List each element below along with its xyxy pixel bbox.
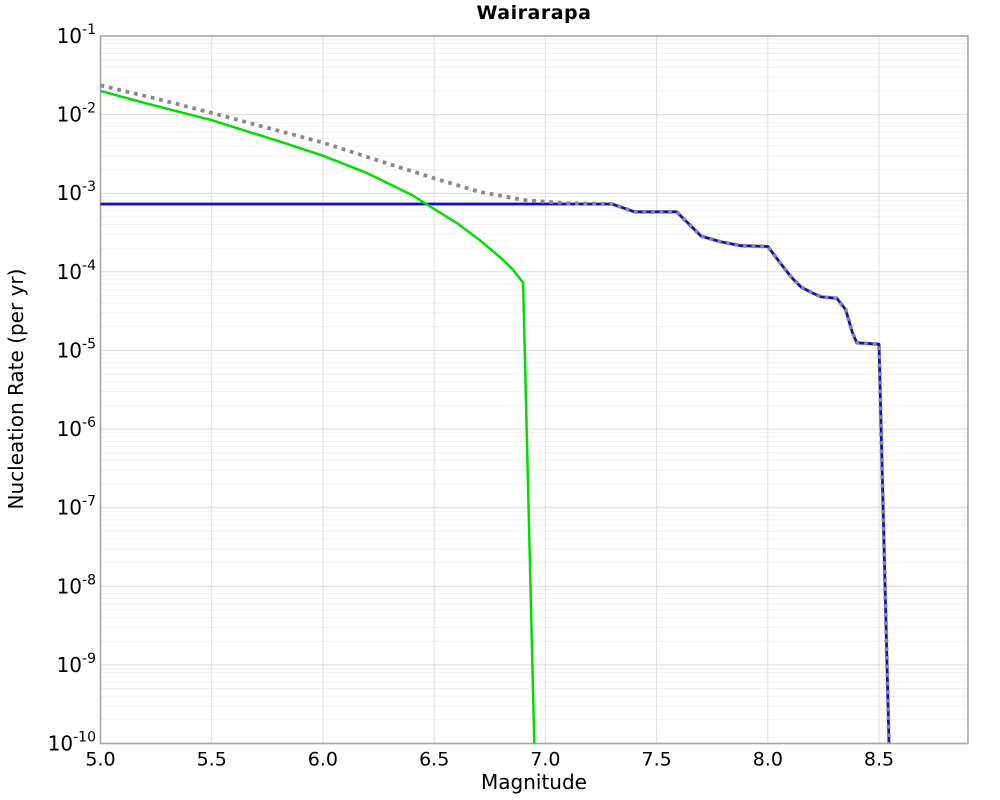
- x-tick-label: 6.5: [419, 749, 449, 771]
- y-tick-label: 10-3: [57, 179, 96, 205]
- y-tick-label: 10-6: [57, 415, 97, 441]
- y-tick-label: 10-9: [57, 651, 96, 677]
- y-tick-label: 10-5: [57, 336, 96, 362]
- y-tick-label: 10-1: [57, 22, 96, 48]
- x-tick-label: 6.0: [308, 749, 338, 771]
- x-tick-label: 5.0: [85, 749, 115, 771]
- y-tick-label: 10-2: [57, 101, 96, 127]
- x-tick-label: 7.5: [641, 749, 671, 771]
- gray-dotted-rate-curve: [100, 83, 891, 744]
- x-axis-title: Magnitude: [481, 770, 587, 794]
- y-tick-label: 10-7: [57, 494, 96, 520]
- x-tick-label: 5.5: [197, 749, 227, 771]
- chart-title: Wairarapa: [476, 2, 592, 24]
- x-tick-label: 8.0: [753, 749, 783, 771]
- x-tick-label: 7.0: [530, 749, 560, 771]
- y-tick-label: 10-8: [57, 572, 96, 598]
- blue-solid-rate-curve: [100, 202, 891, 744]
- y-axis-title: Nucleation Rate (per yr): [4, 268, 28, 510]
- x-tick-label: 8.5: [864, 749, 894, 771]
- y-tick-label: 10-4: [57, 258, 97, 284]
- y-tick-label: 10-10: [48, 730, 96, 756]
- plot-border: [99, 35, 969, 745]
- green-solid-rate-curve: [100, 89, 536, 744]
